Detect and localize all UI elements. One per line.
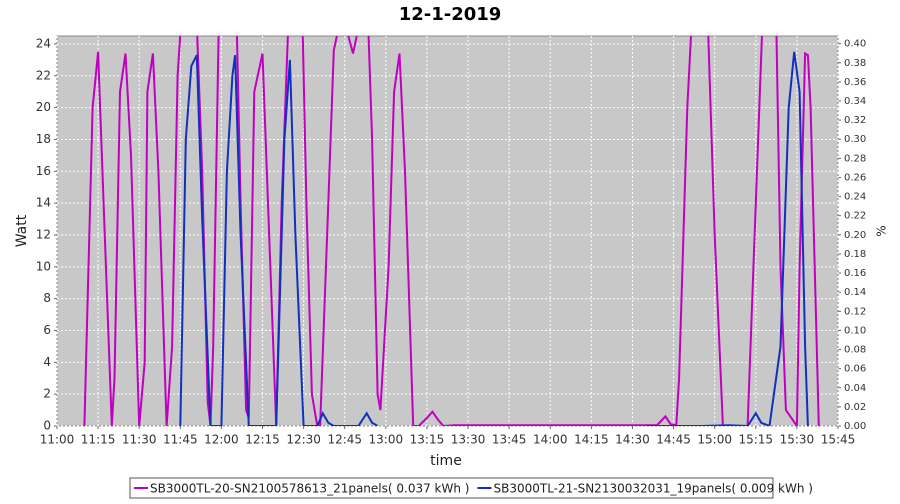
series-line bbox=[83, 36, 820, 426]
y-axis-label: Watt bbox=[14, 214, 30, 247]
x-tick-label: 11:30 bbox=[122, 433, 157, 447]
x-tick-label: 13:45 bbox=[492, 433, 527, 447]
y2-tick-label: 0.40 bbox=[844, 39, 866, 50]
legend-label: SB3000TL-21-SN2130032031_19panels( 0.009… bbox=[493, 482, 812, 496]
x-tick-label: 14:15 bbox=[574, 433, 609, 447]
y-tick-label: 8 bbox=[43, 291, 51, 305]
y-tick-label: 4 bbox=[43, 355, 51, 369]
x-tick-label: 12:45 bbox=[327, 433, 362, 447]
x-tick-label: 13:30 bbox=[451, 433, 486, 447]
y-tick-label: 20 bbox=[36, 100, 51, 114]
x-tick-label: 11:15 bbox=[81, 433, 116, 447]
y2-tick-label: 0.34 bbox=[844, 96, 866, 107]
y2-tick-label: 0.36 bbox=[844, 77, 866, 88]
y2-tick-label: 0.16 bbox=[844, 268, 866, 279]
x-tick-label: 13:15 bbox=[410, 433, 445, 447]
x-tick-label: 14:30 bbox=[615, 433, 650, 447]
y-tick-label: 22 bbox=[36, 68, 51, 82]
y2-axis-label: % bbox=[875, 225, 889, 236]
y2-tick-label: 0.08 bbox=[844, 345, 866, 356]
legend bbox=[129, 477, 774, 499]
y2-tick-label: 0.20 bbox=[844, 230, 866, 241]
x-tick-label: 15:00 bbox=[697, 433, 732, 447]
x-tick-label: 12:00 bbox=[204, 433, 239, 447]
y-tick-label: 18 bbox=[36, 132, 51, 146]
x-axis-label: time bbox=[430, 453, 462, 469]
y2-tick-label: 0.30 bbox=[844, 134, 866, 145]
y2-tick-label: 0.38 bbox=[844, 58, 866, 69]
y-tick-label: 12 bbox=[36, 227, 51, 241]
x-tick-label: 11:45 bbox=[163, 433, 198, 447]
y-tick-label: 0 bbox=[43, 419, 51, 433]
y2-tick-label: 0.04 bbox=[844, 383, 866, 394]
y2-tick-label: 0.14 bbox=[844, 287, 866, 298]
legend-label: SB3000TL-20-SN2100578613_21panels( 0.037… bbox=[150, 482, 469, 496]
y-tick-label: 6 bbox=[43, 323, 51, 337]
y-tick-label: 2 bbox=[43, 387, 51, 401]
y-tick-label: 10 bbox=[36, 259, 51, 273]
plot-area bbox=[56, 35, 839, 427]
y2-tick-label: 0.00 bbox=[844, 421, 866, 432]
x-tick-label: 15:15 bbox=[738, 433, 773, 447]
y2-tick-label: 0.12 bbox=[844, 306, 866, 317]
x-tick-label: 15:45 bbox=[821, 433, 856, 447]
y2-tick-label: 0.26 bbox=[844, 172, 866, 183]
chart-title: 12-1-2019 bbox=[399, 4, 502, 25]
y2-tick-label: 0.10 bbox=[844, 325, 866, 336]
y2-tick-label: 0.22 bbox=[844, 211, 866, 222]
y2-tick-label: 0.06 bbox=[844, 364, 866, 375]
series-line bbox=[179, 51, 809, 426]
y2-tick-label: 0.24 bbox=[844, 192, 866, 203]
y2-tick-label: 0.28 bbox=[844, 153, 866, 164]
x-tick-label: 12:30 bbox=[286, 433, 321, 447]
x-tick-label: 11:00 bbox=[40, 433, 75, 447]
y2-tick-label: 0.32 bbox=[844, 115, 866, 126]
y2-tick-label: 0.18 bbox=[844, 249, 866, 260]
y2-tick-label: 0.02 bbox=[844, 402, 866, 413]
x-tick-label: 12:15 bbox=[245, 433, 280, 447]
y-tick-label: 16 bbox=[36, 164, 51, 178]
x-tick-label: 15:30 bbox=[780, 433, 815, 447]
x-tick-label: 14:00 bbox=[533, 433, 568, 447]
x-tick-label: 14:45 bbox=[656, 433, 691, 447]
x-tick-label: 13:00 bbox=[369, 433, 404, 447]
y-tick-label: 24 bbox=[36, 36, 51, 50]
y-tick-label: 14 bbox=[36, 196, 51, 210]
